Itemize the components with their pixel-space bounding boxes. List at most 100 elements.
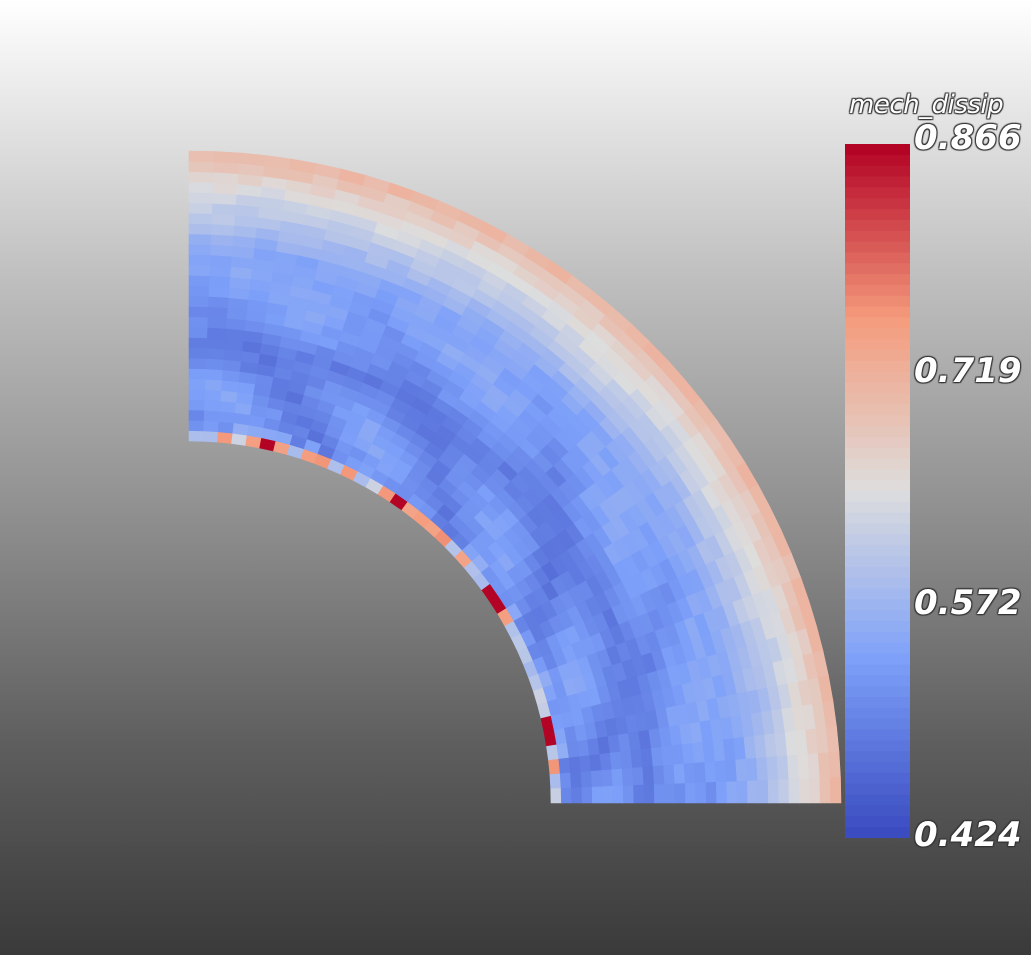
mesh-cell (601, 769, 614, 788)
mesh-cell (652, 765, 665, 786)
mesh-cell (207, 306, 229, 319)
mesh-cell (643, 784, 655, 804)
mesh-cell (206, 347, 226, 360)
colorbar-band (845, 664, 910, 676)
mesh-cell (757, 779, 769, 804)
mesh-cell (188, 202, 213, 214)
mesh-cell (208, 285, 230, 298)
colorbar-band (845, 252, 910, 264)
colorbar-band (845, 697, 910, 709)
mesh-cell (591, 786, 604, 804)
mesh-cell (223, 348, 243, 362)
colorbar-band (845, 675, 910, 687)
mesh-cell (684, 782, 697, 804)
mesh-cell (787, 754, 800, 780)
mesh-cell (222, 359, 242, 372)
colorbar-band (845, 740, 910, 752)
colorbar-band (845, 794, 910, 807)
mesh-cell (188, 430, 204, 442)
mesh-cell (715, 781, 728, 804)
mesh-cell (599, 752, 613, 771)
mesh-cell (208, 275, 231, 288)
colorbar-gradient (845, 144, 910, 838)
colorbar-band (845, 176, 910, 188)
mesh-cell (188, 347, 208, 359)
colorbar-min-label: 0.424 (914, 815, 1022, 855)
colorbar-band (845, 545, 910, 557)
mesh-cell (695, 782, 707, 804)
mesh-cell (217, 421, 235, 434)
mesh-cell (817, 752, 831, 779)
colorbar-max-label: 0.866 (914, 118, 1022, 158)
colorbar-tick-label: 0.719 (914, 351, 1022, 391)
colorbar-band (845, 339, 910, 351)
colorbar-band (845, 610, 910, 622)
mesh-cell (188, 161, 215, 173)
mesh-cell (188, 388, 206, 401)
mesh-cell (726, 781, 738, 804)
mesh-cell (219, 400, 237, 414)
mesh-cell (745, 757, 759, 782)
colorbar-band (845, 371, 910, 384)
mesh-cell (208, 296, 230, 309)
colorbar-band (845, 284, 910, 297)
mesh-cell (571, 787, 583, 804)
mesh-cell (735, 758, 748, 782)
mesh-cell (220, 390, 238, 403)
mesh-cell (747, 780, 759, 804)
colorbar-band (845, 241, 910, 254)
mesh-cell (736, 780, 749, 804)
mesh-cell (212, 192, 238, 205)
mesh-cell (205, 358, 225, 371)
mesh-cell (663, 764, 676, 785)
mesh-cell (188, 326, 209, 339)
mesh-cell (622, 785, 635, 804)
colorbar-band (845, 480, 910, 492)
mesh-cell (589, 754, 602, 772)
colorbar-band (845, 198, 910, 210)
mesh-cell (549, 773, 562, 790)
mesh-cell (206, 327, 227, 340)
mesh-cell (238, 152, 266, 167)
colorbar-band (845, 523, 910, 535)
colorbar-band (845, 263, 910, 275)
mesh-cell (210, 223, 235, 236)
mesh-cell (188, 295, 210, 308)
colorbar-band (845, 534, 910, 546)
mesh-cell (798, 778, 811, 804)
colorbar-band (845, 751, 910, 763)
mesh-cell (188, 243, 212, 256)
mesh-cell (704, 761, 717, 784)
colorbar-band (845, 577, 910, 590)
mesh-cell (829, 777, 842, 804)
colorbar-band (845, 317, 910, 329)
colorbar-band (845, 306, 910, 319)
mesh-cell (188, 409, 205, 421)
mesh-cell (188, 264, 211, 277)
colorbar-band (845, 230, 910, 243)
mesh-cell (205, 368, 224, 381)
colorbar-band (845, 274, 910, 286)
mesh-cell (218, 410, 236, 424)
mesh-cell (213, 171, 239, 185)
colorbar-band (845, 816, 910, 828)
mesh-cell (642, 766, 655, 786)
mesh-cell (756, 757, 769, 782)
mesh-cell (188, 368, 207, 380)
colorbar-band (845, 295, 910, 308)
mesh-cell (221, 379, 240, 393)
colorbar-band (845, 154, 910, 167)
mesh-cell (674, 783, 686, 804)
mesh-cell (210, 244, 234, 257)
mesh-cell (725, 759, 738, 783)
colorbar-band (845, 350, 910, 362)
colorbar-band (845, 762, 910, 774)
colorbar-band (845, 707, 910, 720)
mesh-cell (188, 233, 212, 245)
mesh-cell (188, 419, 205, 432)
colorbar-band (845, 328, 910, 340)
mesh-cell (620, 750, 633, 770)
colorbar-band (845, 469, 910, 481)
mesh-cell (209, 264, 232, 278)
